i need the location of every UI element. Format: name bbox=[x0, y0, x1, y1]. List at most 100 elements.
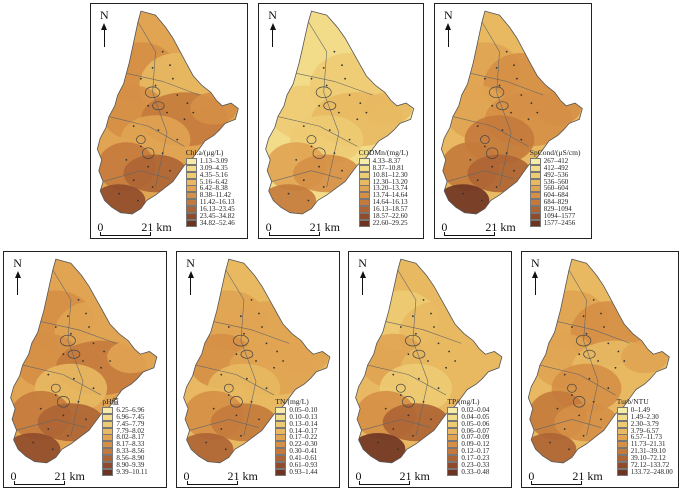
sample-point bbox=[549, 441, 551, 444]
legend-class-label: 0.17–0.23 bbox=[461, 454, 490, 463]
value-zone bbox=[190, 92, 237, 125]
sample-point bbox=[240, 434, 242, 437]
sample-point bbox=[513, 169, 515, 172]
legend-class-label: 13.74–14.64 bbox=[372, 191, 408, 200]
lake-outline bbox=[57, 396, 70, 408]
lake-outline bbox=[405, 334, 421, 347]
north-arrow: N bbox=[441, 8, 455, 23]
north-arrow-head-icon bbox=[14, 271, 21, 278]
sample-point bbox=[448, 350, 450, 353]
district-boundary bbox=[361, 419, 432, 431]
legend-swatch bbox=[529, 178, 541, 186]
legend-swatch bbox=[102, 455, 114, 463]
north-arrow-stem bbox=[534, 277, 536, 295]
legend-swatch bbox=[529, 185, 541, 193]
map-panel-tp: N TP/(mg/L) 0.02–0.04 0.04–0.05 0.05–0.06 0.0… bbox=[348, 251, 512, 488]
lake-outline bbox=[240, 349, 254, 359]
map-panel-spcond: N SpCond/(μS/cm) 267–412 412–492 492–536 536–… bbox=[434, 3, 592, 239]
sample-point bbox=[582, 315, 585, 318]
sample-point bbox=[227, 394, 230, 396]
sample-point bbox=[77, 400, 80, 403]
sample-point bbox=[412, 434, 414, 437]
scale-tick bbox=[318, 232, 320, 236]
sample-point bbox=[92, 387, 95, 390]
sample-point bbox=[318, 104, 320, 107]
sample-point bbox=[302, 179, 305, 182]
legend-item: 412–492 bbox=[529, 164, 581, 172]
legend-swatch bbox=[358, 206, 370, 214]
scale-bar: 0 21 km bbox=[356, 469, 446, 487]
lake-outline bbox=[50, 383, 61, 393]
legend-class-label: 7.79–8.02 bbox=[116, 426, 145, 435]
legend-swatch bbox=[529, 171, 541, 179]
sample-point bbox=[377, 441, 380, 444]
sample-point bbox=[495, 186, 498, 188]
north-arrow: N bbox=[97, 8, 111, 23]
sample-point bbox=[481, 199, 483, 202]
scale-distance-label: 21 km bbox=[227, 469, 258, 483]
sample-point bbox=[437, 387, 440, 390]
legend-class-label: 0.02–0.04 bbox=[461, 405, 490, 414]
legend-item: 0–1.49 bbox=[616, 406, 673, 414]
legend-class-label: 8.38–11.42 bbox=[199, 191, 232, 200]
sample-point bbox=[617, 350, 620, 353]
sample-point bbox=[276, 350, 278, 353]
legend-item: 829–1094 bbox=[529, 206, 581, 214]
value-zone bbox=[621, 340, 668, 374]
legend-swatch bbox=[185, 199, 197, 207]
sample-point bbox=[328, 129, 331, 131]
legend-class-label: 0.14–0.17 bbox=[289, 426, 318, 435]
lake-outline bbox=[323, 101, 337, 111]
sample-point bbox=[103, 350, 105, 353]
north-arrow-head-icon bbox=[532, 271, 539, 278]
sample-point bbox=[445, 366, 447, 369]
district-boundary bbox=[103, 170, 171, 182]
legend-item: 16.13–18.57 bbox=[358, 206, 409, 214]
legend-item: 11.73–21.31 bbox=[616, 441, 673, 449]
legend-item: 0.12–0.17 bbox=[447, 448, 489, 456]
lake-outline bbox=[583, 349, 596, 359]
interpolated-map-codmn bbox=[265, 10, 415, 215]
sample-point bbox=[47, 428, 50, 430]
sample-point bbox=[307, 199, 310, 202]
sample-point bbox=[154, 84, 157, 87]
legend-class-label: 0.06–0.07 bbox=[461, 426, 490, 435]
north-label: N bbox=[13, 256, 22, 270]
legend-swatch bbox=[102, 427, 114, 435]
scale-zero-label: 0 bbox=[183, 469, 190, 483]
sample-point bbox=[147, 165, 150, 168]
value-zone bbox=[107, 340, 156, 374]
sample-point bbox=[501, 129, 504, 131]
legend-swatch bbox=[358, 219, 370, 227]
legend-class-label: 6.57–11.73 bbox=[630, 433, 663, 442]
legend: Chl.a/(μg/L) 1.13–3.09 3.09–4.35 4.35–5.16 5… bbox=[185, 149, 235, 227]
legend-swatch bbox=[102, 413, 114, 421]
legend-item: 0.93–1.44 bbox=[275, 468, 317, 476]
legend-item: 8.37–10.81 bbox=[358, 164, 409, 172]
sample-point bbox=[571, 394, 573, 396]
district-boundary bbox=[296, 73, 373, 96]
legend-swatch bbox=[102, 420, 114, 428]
sample-point bbox=[407, 353, 410, 356]
legend-swatch bbox=[275, 448, 287, 456]
legend-item: 267–412 bbox=[529, 157, 581, 165]
legend-swatch bbox=[358, 199, 370, 207]
sample-point bbox=[333, 152, 336, 155]
legend-item: 560–604 bbox=[529, 185, 581, 193]
scale-zero-label: 0 bbox=[528, 469, 535, 483]
sample-point bbox=[140, 145, 142, 148]
legend-class-label: 133.72–248.00 bbox=[630, 467, 673, 476]
north-label: N bbox=[268, 8, 277, 22]
legend-swatch bbox=[358, 212, 370, 220]
legend-class-label: 6.42–8.38 bbox=[199, 184, 228, 193]
legend-class-label: 0.05–0.06 bbox=[461, 419, 490, 428]
legend-swatch bbox=[447, 434, 459, 442]
district-boundary bbox=[397, 269, 429, 436]
north-label: N bbox=[186, 256, 195, 270]
legend-class-label: 39.10–72.12 bbox=[630, 454, 666, 463]
north-arrow-stem bbox=[362, 277, 364, 295]
district-boundary bbox=[195, 364, 275, 396]
sample-point bbox=[54, 326, 57, 328]
legend-swatch bbox=[358, 164, 370, 172]
scale-bar: 0 21 km bbox=[441, 220, 531, 238]
